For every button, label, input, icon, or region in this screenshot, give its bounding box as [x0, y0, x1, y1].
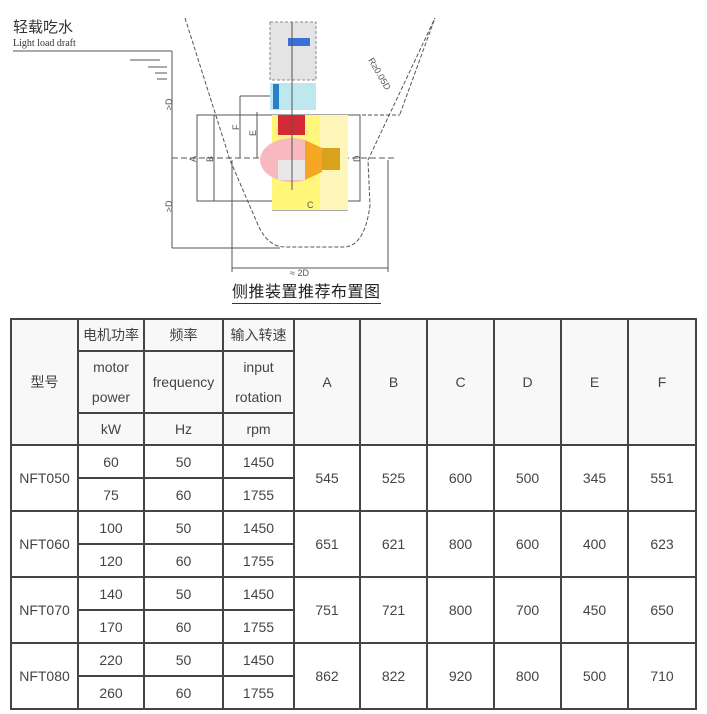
header-a: A — [293, 318, 361, 446]
header-c: C — [426, 318, 495, 446]
header-power-en: motor power — [77, 350, 145, 414]
dim-e-cell: 345 — [560, 444, 629, 512]
rpm-cell: 1450 — [222, 444, 295, 479]
table-row: NFT080 220 50 1450 862 822 920 800 500 710 — [10, 642, 697, 710]
dim-d-cell: 500 — [493, 444, 562, 512]
dim-c: C — [307, 200, 314, 210]
frequency-cell: 50 — [143, 510, 224, 545]
header-power-en-1: motor — [93, 359, 129, 375]
dim-d-cell: 700 — [493, 576, 562, 644]
dim-a-cell: 651 — [293, 510, 361, 578]
power-cell: 60 — [77, 444, 145, 479]
dim-min-d-bottom: ≥D — [164, 200, 174, 212]
frequency-cell: 60 — [143, 543, 224, 578]
header-e: E — [560, 318, 629, 446]
dim-d: D — [352, 155, 362, 162]
power-cell: 170 — [77, 609, 145, 644]
header-model: 型号 — [10, 318, 79, 446]
dim-b-cell: 822 — [359, 642, 428, 710]
rpm-cell: 1755 — [222, 543, 295, 578]
dim-d-cell: 600 — [493, 510, 562, 578]
dim-b-cell: 721 — [359, 576, 428, 644]
table-row: NFT070 140 50 1450 751 721 800 700 450 650 — [10, 576, 697, 644]
dim-e: E — [248, 130, 258, 136]
table-row: 170 60 1755 — [11, 609, 696, 644]
frequency-cell: 50 — [143, 444, 224, 479]
dim-a-cell: 751 — [293, 576, 361, 644]
header-freq-en: frequency — [143, 350, 224, 414]
rpm-cell: 1755 — [222, 675, 295, 710]
rpm-cell: 1755 — [222, 609, 295, 644]
dim-e-cell: 500 — [560, 642, 629, 710]
dim-f-cell: 623 — [627, 510, 697, 578]
dim-d-cell: 800 — [493, 642, 562, 710]
frequency-cell: 50 — [143, 576, 224, 611]
table-row: NFT060 100 50 1450 651 621 800 600 400 623 — [10, 510, 697, 578]
dim-f-cell: 710 — [627, 642, 697, 710]
rpm-cell: 1450 — [222, 510, 295, 545]
table-row: 260 60 1755 — [11, 675, 696, 710]
header-power-cn: 电机功率 — [77, 318, 145, 352]
dim-c-cell: 800 — [426, 510, 495, 578]
header-f: F — [627, 318, 697, 446]
motor-icon — [288, 38, 310, 46]
dim-c-cell: 600 — [426, 444, 495, 512]
frequency-cell: 60 — [143, 477, 224, 512]
dim-e-cell: 400 — [560, 510, 629, 578]
header-speed-en-2: rotation — [235, 389, 282, 405]
dim-a: A — [188, 156, 198, 162]
dim-b: B — [205, 156, 215, 162]
model-cell: NFT080 — [10, 642, 79, 710]
dim-b-cell: 621 — [359, 510, 428, 578]
dim-c-cell: 800 — [426, 576, 495, 644]
dim-f-cell: 650 — [627, 576, 697, 644]
diagram-caption: 侧推装置推荐布置图 — [232, 278, 381, 304]
header-speed-en: input rotation — [222, 350, 295, 414]
rpm-cell: 1450 — [222, 576, 295, 611]
model-cell: NFT070 — [10, 576, 79, 644]
power-cell: 260 — [77, 675, 145, 710]
header-speed-unit: rpm — [222, 412, 295, 446]
header-b: B — [359, 318, 428, 446]
model-cell: NFT060 — [10, 510, 79, 578]
dim-a-cell: 862 — [293, 642, 361, 710]
spec-table: 型号 电机功率 频率 输入转速 A B C D E F motor power f… — [10, 318, 697, 710]
dim-width: ≈ 2D — [290, 268, 309, 278]
dim-e-cell: 450 — [560, 576, 629, 644]
header-power-en-2: power — [91, 389, 131, 405]
dim-a-cell: 545 — [293, 444, 361, 512]
dim-min-d-top: ≥D — [164, 98, 174, 110]
power-cell: 140 — [77, 576, 145, 611]
header-freq-unit: Hz — [143, 412, 224, 446]
power-cell: 220 — [77, 642, 145, 677]
draft-label-cn: 轻载吃水 — [13, 18, 73, 36]
header-d: D — [493, 318, 562, 446]
frequency-cell: 60 — [143, 609, 224, 644]
table-row: NFT050 60 50 1450 545 525 600 500 345 551 — [10, 444, 697, 512]
frequency-cell: 60 — [143, 675, 224, 710]
draft-label-en: Light load draft — [13, 38, 76, 49]
header-power-unit: kW — [77, 412, 145, 446]
power-cell: 100 — [77, 510, 145, 545]
rpm-cell: 1755 — [222, 477, 295, 512]
header-freq-cn: 频率 — [143, 318, 224, 352]
table-row: 120 60 1755 — [11, 543, 696, 578]
dim-c-cell: 920 — [426, 642, 495, 710]
dim-f: F — [231, 124, 241, 130]
dim-f-cell: 551 — [627, 444, 697, 512]
header-speed-cn: 输入转速 — [222, 318, 295, 352]
model-cell: NFT050 — [10, 444, 79, 512]
thruster-layout-diagram: 轻载吃水 Light load draft ≥D ≥D R≥0.05D ≈ 2D… — [13, 17, 436, 278]
rpm-cell: 1450 — [222, 642, 295, 677]
header-speed-en-1: input — [243, 359, 274, 375]
dim-radius: R≥0.05D — [366, 56, 393, 92]
power-cell: 120 — [77, 543, 145, 578]
table-row: 75 60 1755 — [11, 477, 696, 512]
dim-b-cell: 525 — [359, 444, 428, 512]
frequency-cell: 50 — [143, 642, 224, 677]
power-cell: 75 — [77, 477, 145, 512]
